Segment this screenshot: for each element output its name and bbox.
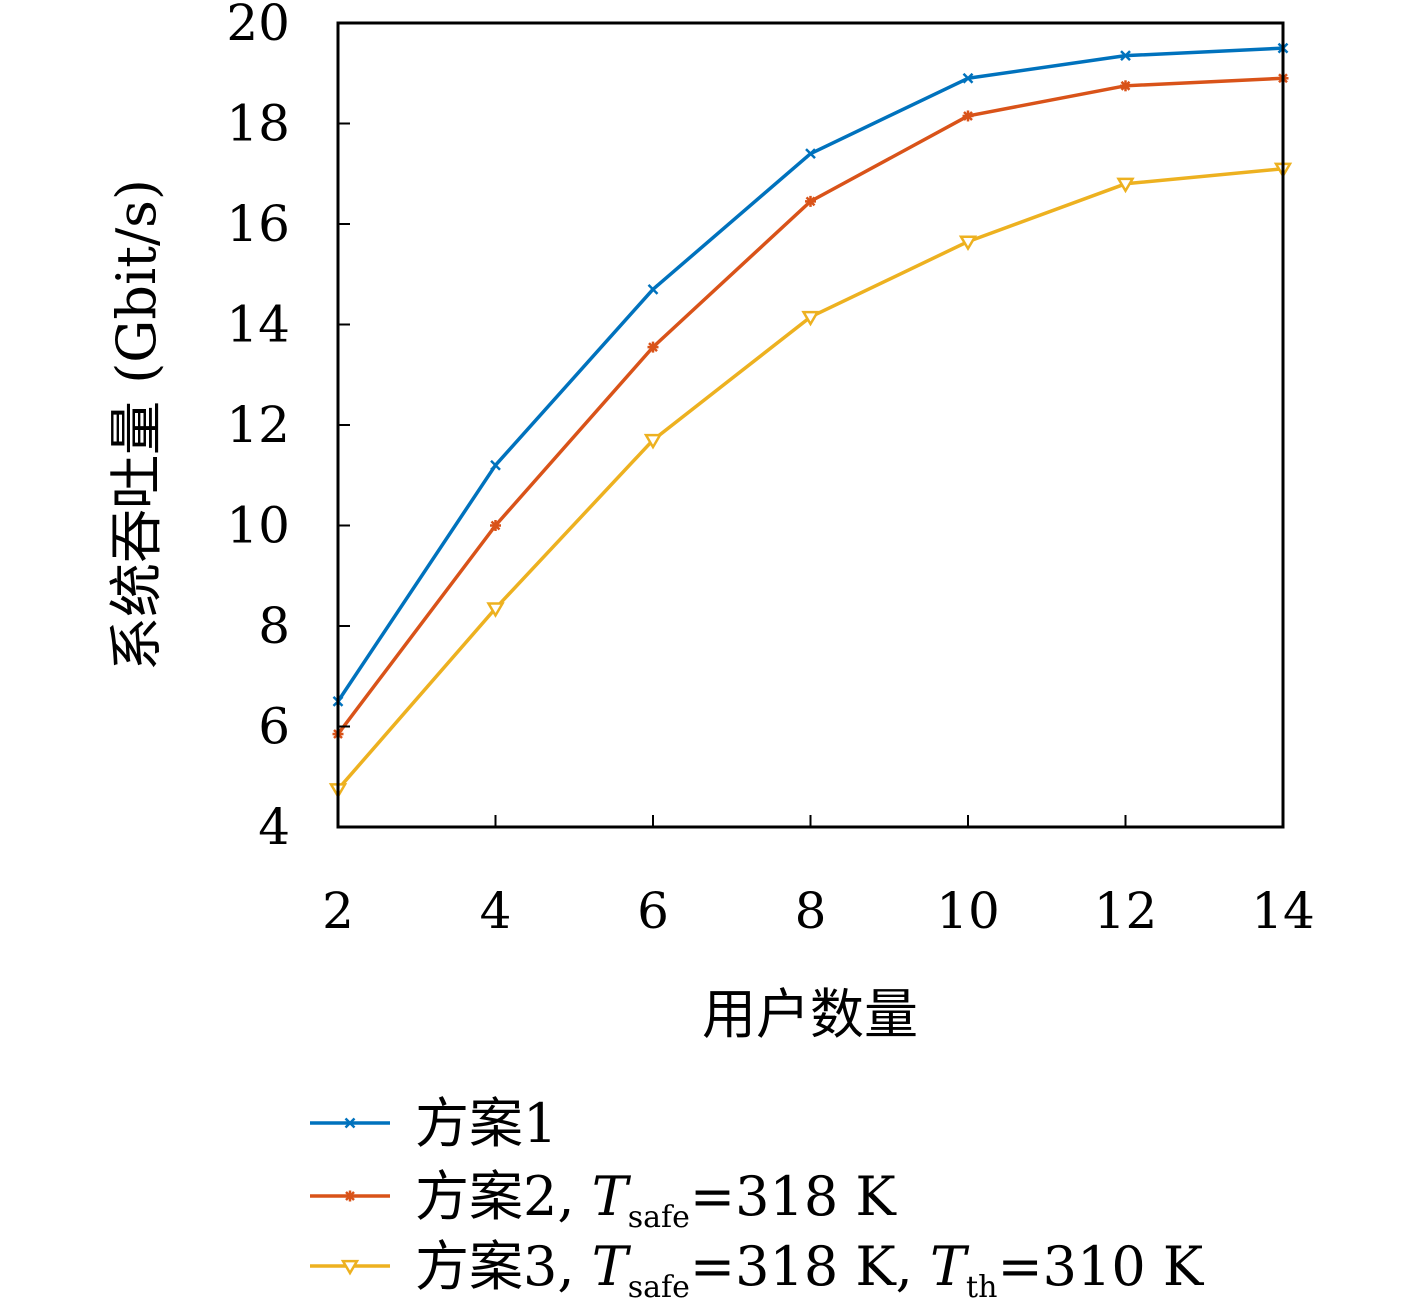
data-point (805, 195, 816, 207)
legend-label: 方案3, Tsafe=318 K, Tth=310 K (415, 1235, 1205, 1302)
legend-label: 方案2, Tsafe=318 K (415, 1165, 897, 1235)
data-point (805, 148, 816, 160)
x-tick-label: 8 (795, 882, 827, 940)
x-tick-label: 2 (322, 882, 354, 940)
data-point (490, 459, 501, 471)
y-tick-label: 8 (258, 597, 290, 655)
x-tick-label: 4 (480, 882, 512, 940)
x-axis-title: 用户数量 (702, 983, 918, 1046)
x-axis: 2 4 6 8 10 12 14 (322, 815, 1315, 940)
data-point (1120, 50, 1131, 62)
data-point (490, 520, 501, 531)
data-point (647, 283, 659, 295)
legend-swatch-marker (344, 1190, 356, 1202)
y-tick-label: 12 (226, 396, 290, 454)
plot-area (328, 42, 1293, 799)
y-tick-label: 16 (226, 195, 290, 253)
y-tick-label: 14 (226, 296, 290, 354)
data-point (486, 602, 505, 618)
series-line-3 (336, 166, 1284, 791)
y-axis-title: 系统吞吐量 (Gbit/s) (105, 179, 168, 671)
y-tick-label: 4 (258, 798, 290, 856)
series-line-1 (336, 46, 1284, 703)
data-point (962, 110, 974, 122)
data-point (1116, 177, 1135, 194)
series-line-2 (336, 76, 1284, 736)
x-tick-label: 10 (936, 882, 1000, 940)
data-point (801, 310, 820, 327)
y-tick-label: 20 (226, 0, 290, 52)
data-point (962, 72, 974, 84)
y-tick-label: 6 (258, 698, 290, 756)
legend-label: 方案1 (415, 1092, 557, 1155)
data-point (1120, 80, 1131, 92)
legend-swatch-marker (340, 1259, 360, 1276)
legend-swatch-marker (344, 1117, 356, 1129)
legend-item-1: 方案1 (310, 1092, 557, 1155)
x-tick-label: 14 (1251, 882, 1315, 940)
data-point (958, 235, 978, 252)
legend-item-3: 方案3, Tsafe=318 K, Tth=310 K (310, 1235, 1205, 1302)
legend-item-2: 方案2, Tsafe=318 K (310, 1165, 897, 1235)
x-tick-label: 12 (1094, 882, 1158, 940)
y-tick-label: 18 (226, 95, 290, 153)
x-tick-label: 6 (637, 882, 669, 940)
data-point (647, 341, 659, 353)
y-tick-label: 10 (226, 497, 290, 555)
y-axis: 4 6 8 10 12 14 16 18 20 (226, 0, 350, 856)
data-point (643, 433, 663, 450)
plot-frame (336, 21, 1285, 829)
